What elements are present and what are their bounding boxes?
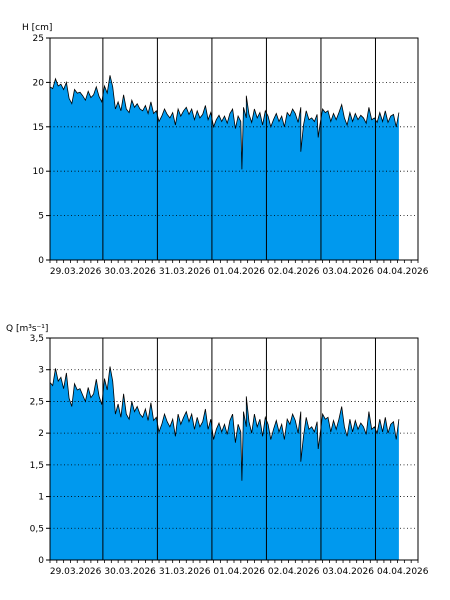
x-tick-label: 03.04.2026 — [322, 267, 374, 277]
y-tick-label: 5 — [38, 212, 44, 222]
y-tick-label: 1 — [38, 493, 44, 503]
y-tick-label: 2 — [38, 429, 44, 439]
y-tick-label: 3,5 — [30, 334, 44, 344]
x-tick-label: 30.03.2026 — [104, 267, 156, 277]
y-tick-label: 1,5 — [30, 461, 44, 471]
series-area — [50, 366, 399, 560]
y-axis-label: Q [m³s⁻¹] — [6, 324, 48, 334]
y-tick-label: 0 — [38, 556, 44, 566]
series-line — [49, 75, 400, 170]
y-tick-label: 20 — [33, 78, 45, 88]
y-tick-label: 2,5 — [30, 397, 44, 407]
y-tick-label: 0 — [38, 256, 44, 266]
plot-frame — [49, 37, 419, 261]
x-tick-label: 02.04.2026 — [268, 267, 320, 277]
x-tick-label: 29.03.2026 — [50, 267, 102, 277]
y-tick-label: 15 — [33, 123, 44, 133]
y-tick-label: 3 — [38, 366, 44, 376]
series-line — [49, 366, 400, 481]
x-tick-label: 31.03.2026 — [159, 267, 211, 277]
y-tick-label: 25 — [33, 34, 44, 44]
x-tick-label: 01.04.2026 — [213, 567, 265, 577]
x-tick-label: 31.03.2026 — [159, 567, 211, 577]
series-area — [50, 75, 399, 260]
x-tick-label: 01.04.2026 — [213, 267, 265, 277]
x-tick-label: 04.04.2026 — [377, 267, 429, 277]
y-tick-label: 0,5 — [30, 524, 44, 534]
plot-area: 0 5 10 15 20 25 29.03.2026 30.03.2026 31.03.2026… — [33, 34, 429, 277]
y-axis-label: H [cm] — [22, 23, 52, 33]
plot-area: 0 0,5 1 1,5 2 2,5 3 3,5 29.03.2026 30.03.2026 31.0… — [30, 334, 429, 577]
y-tick-label: 10 — [33, 167, 45, 177]
x-tick-label: 02.04.2026 — [268, 567, 320, 577]
discharge-chart: Q [m³s⁻¹] 0 0,5 1 1,5 2 2,5 3 3,5 29.03.2026 30.0… — [6, 324, 429, 577]
water-level-chart: H [cm] 0 5 10 15 20 25 29.03.2026 30.03.2026 31.… — [22, 23, 429, 277]
x-tick-label: 03.04.2026 — [322, 567, 374, 577]
x-tick-label: 04.04.2026 — [377, 567, 429, 577]
x-tick-label: 30.03.2026 — [104, 567, 156, 577]
plot-frame — [49, 337, 419, 561]
x-tick-label: 29.03.2026 — [50, 567, 102, 577]
